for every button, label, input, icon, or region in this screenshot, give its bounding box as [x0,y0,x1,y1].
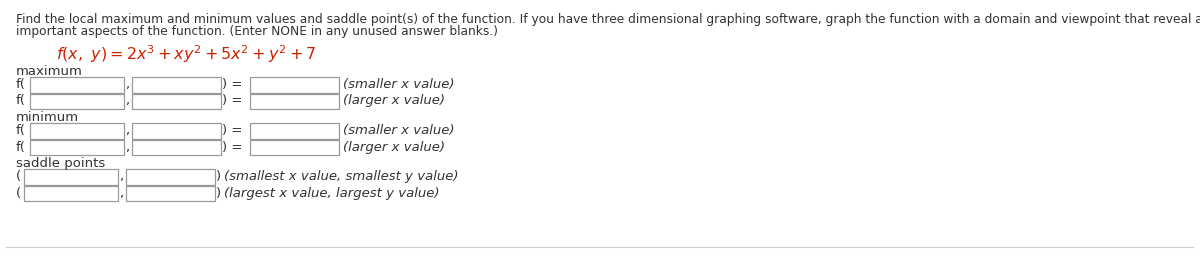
Text: saddle points: saddle points [16,157,106,170]
FancyBboxPatch shape [250,77,338,93]
Text: f(: f( [16,78,25,91]
FancyBboxPatch shape [30,77,124,93]
Text: ,: , [125,94,128,107]
FancyBboxPatch shape [250,123,338,139]
Text: ): ) [216,187,221,200]
FancyBboxPatch shape [132,94,221,109]
Text: maximum: maximum [16,65,83,78]
Text: ) =: ) = [222,78,242,91]
FancyBboxPatch shape [30,123,124,139]
Text: ): ) [216,170,221,183]
Text: important aspects of the function. (Enter NONE in any unused answer blanks.): important aspects of the function. (Ente… [16,25,498,38]
FancyBboxPatch shape [250,140,338,155]
Text: f(: f( [16,141,25,154]
Text: ,: , [119,187,122,200]
FancyBboxPatch shape [24,186,118,201]
Text: (largest x value, largest y value): (largest x value, largest y value) [224,187,439,200]
Text: (larger x value): (larger x value) [343,141,445,154]
Text: f(: f( [16,94,25,107]
Text: ) =: ) = [222,94,242,107]
Text: minimum: minimum [16,111,79,124]
Text: ,: , [125,141,128,154]
FancyBboxPatch shape [30,94,124,109]
FancyBboxPatch shape [24,169,118,185]
Text: Find the local maximum and minimum values and saddle point(s) of the function. I: Find the local maximum and minimum value… [16,13,1200,26]
FancyBboxPatch shape [126,169,215,185]
FancyBboxPatch shape [30,140,124,155]
FancyBboxPatch shape [132,77,221,93]
Text: (larger x value): (larger x value) [343,94,445,107]
FancyBboxPatch shape [126,186,215,201]
Text: (smaller x value): (smaller x value) [343,124,454,137]
Text: ) =: ) = [222,124,242,137]
Text: f(: f( [16,124,25,137]
Text: ,: , [119,170,122,183]
Text: $f(x,\ y) = 2x^3 + xy^2 + 5x^2 + y^2 + 7$: $f(x,\ y) = 2x^3 + xy^2 + 5x^2 + y^2 + 7… [55,44,316,65]
Text: (: ( [16,187,22,200]
Text: (: ( [16,170,22,183]
Text: ,: , [125,124,128,137]
FancyBboxPatch shape [250,94,338,109]
Text: (smallest x value, smallest y value): (smallest x value, smallest y value) [224,170,458,183]
Text: ,: , [125,78,128,91]
FancyBboxPatch shape [132,123,221,139]
Text: (smaller x value): (smaller x value) [343,78,454,91]
Text: ) =: ) = [222,141,242,154]
FancyBboxPatch shape [132,140,221,155]
